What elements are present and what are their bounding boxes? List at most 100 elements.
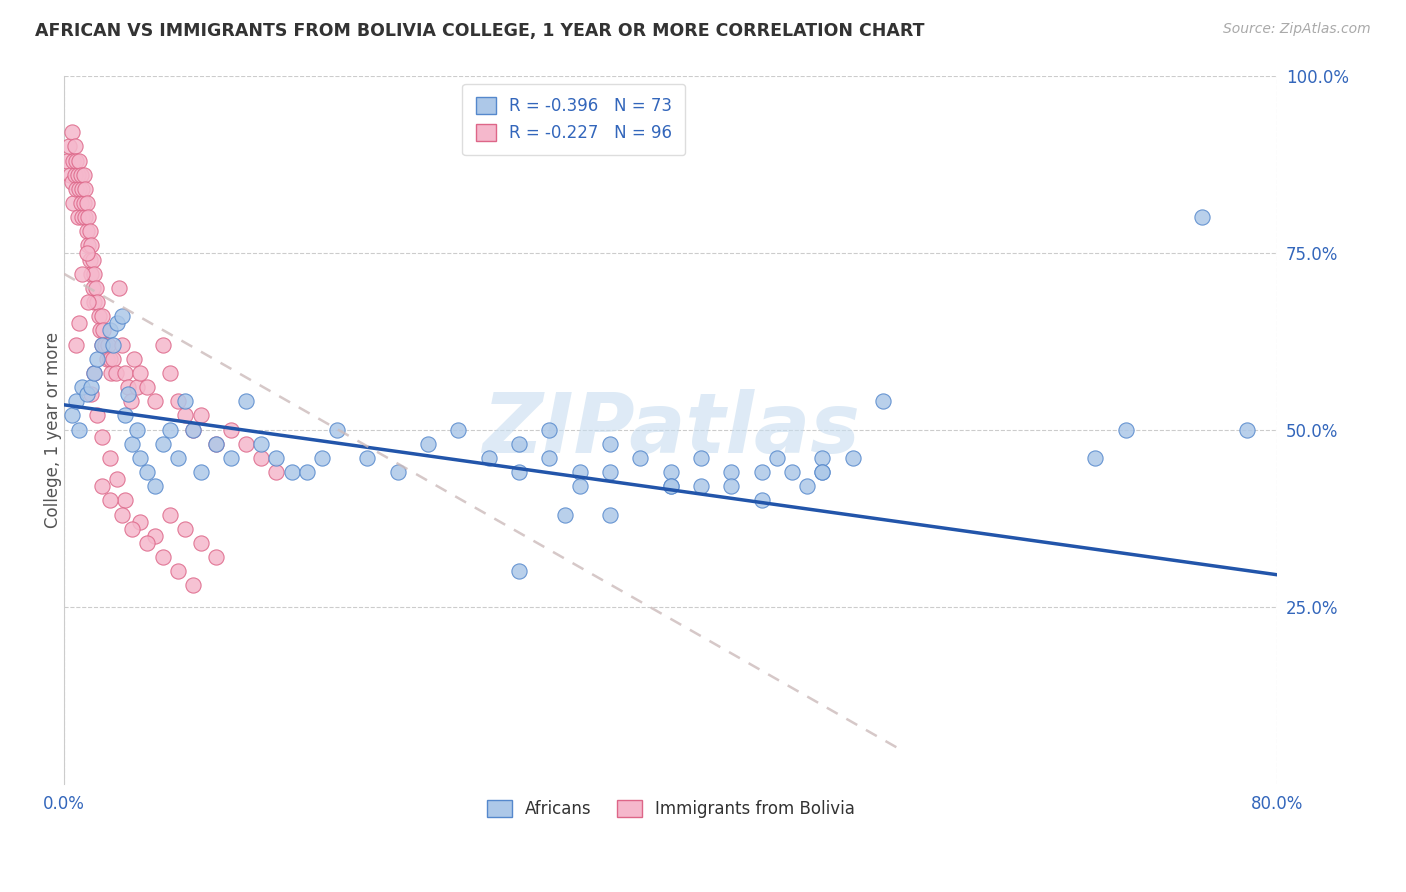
Point (1084, 450, 1107, 465)
Point (659, 465, 682, 479)
Point (63, 168, 86, 182)
Point (166, 450, 188, 465)
Point (80, 380, 103, 394)
Point (159, 508, 181, 522)
Point (91, 479, 114, 493)
Point (60, 175, 83, 189)
Point (128, 366, 150, 380)
Point (111, 337, 134, 351)
Point (280, 465, 302, 479)
Point (75, 210, 97, 224)
Point (1191, 210, 1213, 224)
Point (83, 366, 105, 380)
Point (295, 465, 318, 479)
Point (599, 437, 621, 451)
Point (568, 465, 591, 479)
Point (91, 430, 114, 444)
Point (98, 351, 121, 366)
Point (121, 522, 143, 536)
Point (811, 465, 834, 479)
Point (751, 493, 773, 508)
Point (235, 437, 257, 451)
Point (204, 550, 226, 565)
Point (872, 394, 894, 409)
Point (114, 366, 136, 380)
Point (60, 125, 83, 139)
Point (120, 394, 142, 409)
Point (76, 196, 98, 211)
Point (62, 153, 84, 168)
Point (98, 493, 121, 508)
Point (65, 337, 87, 351)
Point (690, 479, 713, 493)
Point (66, 210, 89, 224)
Point (65, 394, 87, 409)
Point (91, 310, 114, 324)
Point (190, 465, 212, 479)
Point (190, 409, 212, 423)
Point (73, 196, 96, 211)
Point (842, 450, 865, 465)
Point (56, 153, 79, 168)
Point (72, 210, 94, 224)
Point (508, 437, 530, 451)
Point (65, 182, 87, 196)
Point (128, 450, 150, 465)
Point (416, 437, 439, 451)
Point (250, 450, 273, 465)
Point (94, 337, 117, 351)
Point (538, 450, 561, 465)
Point (98, 450, 121, 465)
Point (97, 337, 120, 351)
Point (80, 267, 103, 281)
Point (75, 182, 97, 196)
Point (766, 450, 789, 465)
Point (690, 450, 713, 465)
Point (79, 252, 101, 267)
Point (101, 337, 124, 351)
Point (58, 139, 80, 153)
Point (720, 465, 742, 479)
Point (107, 281, 129, 295)
Point (136, 465, 159, 479)
Point (125, 423, 148, 437)
Point (152, 337, 174, 351)
Text: ZIPatlas: ZIPatlas (482, 389, 859, 470)
Point (599, 465, 621, 479)
Point (143, 394, 166, 409)
Point (554, 508, 576, 522)
Point (166, 394, 188, 409)
Point (66, 168, 89, 182)
Point (105, 317, 128, 331)
Point (181, 578, 204, 592)
Point (174, 522, 197, 536)
Point (69, 196, 91, 211)
Point (125, 380, 148, 394)
Point (508, 564, 530, 578)
Point (235, 394, 257, 409)
Point (266, 450, 288, 465)
Point (67, 317, 90, 331)
Point (181, 423, 204, 437)
Point (538, 423, 561, 437)
Point (266, 465, 288, 479)
Point (67, 182, 90, 196)
Point (82, 281, 104, 295)
Point (121, 437, 143, 451)
Point (86, 409, 108, 423)
Point (356, 450, 378, 465)
Point (63, 139, 86, 153)
Point (77, 238, 100, 252)
Point (174, 394, 197, 409)
Point (659, 479, 682, 493)
Point (93, 323, 115, 337)
Point (100, 366, 122, 380)
Point (219, 423, 242, 437)
Point (143, 529, 166, 543)
Point (250, 437, 273, 451)
Point (72, 380, 94, 394)
Point (105, 472, 128, 486)
Text: Source: ZipAtlas.com: Source: ZipAtlas.com (1223, 22, 1371, 37)
Point (1115, 423, 1137, 437)
Legend: Africans, Immigrants from Bolivia: Africans, Immigrants from Bolivia (479, 794, 862, 825)
